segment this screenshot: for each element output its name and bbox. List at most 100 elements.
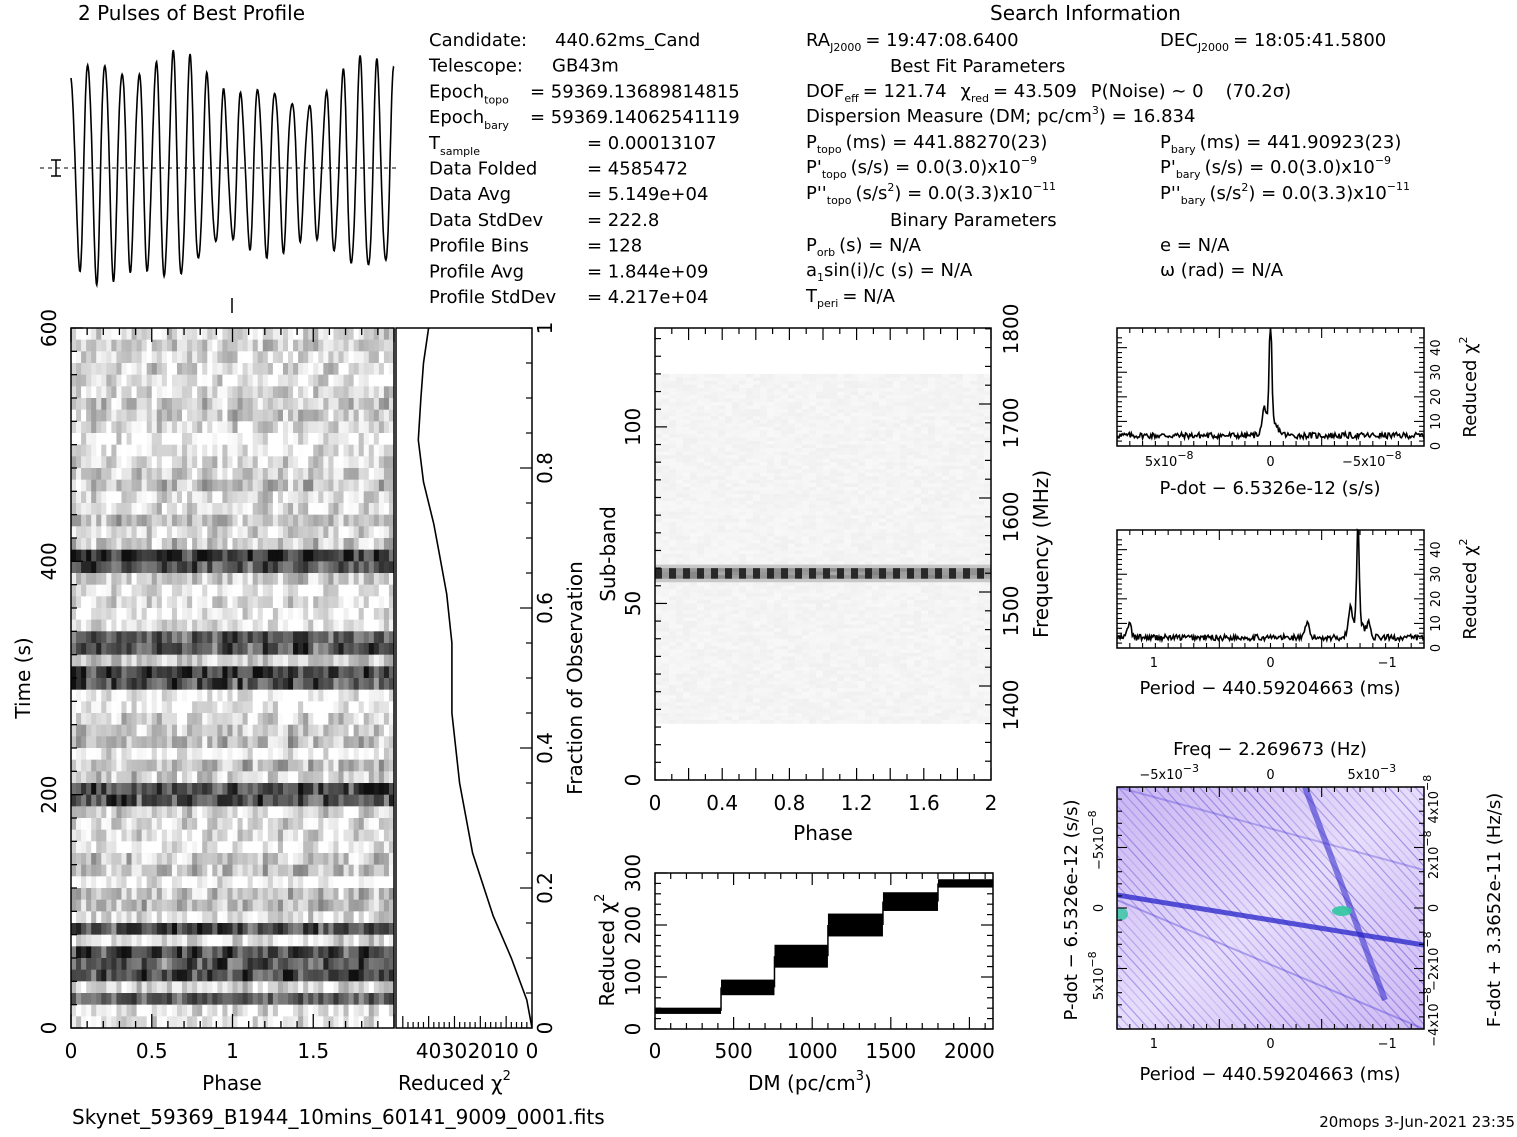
- heatmap-cell: [333, 398, 338, 410]
- heatmap-cell: [349, 596, 354, 608]
- heatmap-cell: [101, 771, 106, 783]
- heatmap-cell: [349, 935, 354, 947]
- heatmap-cell: [167, 771, 172, 783]
- heatmap-cell: [127, 585, 132, 597]
- subband-cell: [928, 392, 935, 396]
- heatmap-cell: [263, 701, 268, 713]
- heatmap-cell: [369, 678, 374, 690]
- heatmap-cell: [172, 538, 177, 550]
- heatmap-cell: [101, 946, 106, 958]
- heatmap-cell: [318, 911, 323, 923]
- heatmap-cell: [152, 456, 157, 468]
- heatmap-cell: [374, 585, 379, 597]
- heatmap-cell: [278, 620, 283, 632]
- heatmap-cell: [127, 713, 132, 725]
- subband-cell: [886, 402, 893, 406]
- heatmap-cell: [142, 561, 147, 573]
- heatmap-cell: [71, 445, 76, 457]
- heatmap-cell: [142, 806, 147, 818]
- heatmap-cell: [288, 503, 293, 515]
- subband-cell: [907, 374, 914, 378]
- heatmap-cell: [142, 771, 147, 783]
- heatmap-cell: [268, 631, 273, 643]
- heatmap-cell: [202, 398, 207, 410]
- heatmap-cell: [207, 363, 212, 375]
- heatmap-cell: [212, 725, 217, 737]
- heatmap-cell: [288, 375, 293, 387]
- heatmap-cell: [212, 655, 217, 667]
- heatmap-cell: [323, 841, 328, 853]
- heatmap-cell: [328, 561, 333, 573]
- subband-cell: [921, 392, 928, 396]
- subband-cell: [781, 374, 788, 378]
- subband-cell: [928, 423, 935, 427]
- heatmap-cell: [121, 783, 126, 795]
- subband-cell: [732, 399, 739, 403]
- subband-cell: [921, 381, 928, 385]
- subband-cell: [690, 406, 697, 410]
- heatmap-cell: [147, 806, 152, 818]
- heatmap-cell: [71, 375, 76, 387]
- heatmap-cell: [202, 713, 207, 725]
- heatmap-cell: [344, 911, 349, 923]
- heatmap-cell: [71, 456, 76, 468]
- heatmap-cell: [253, 491, 258, 503]
- heatmap-cell: [157, 876, 162, 888]
- heatmap-cell: [298, 725, 303, 737]
- heatmap-cell: [359, 608, 364, 620]
- heatmap-cell: [172, 410, 177, 422]
- heatmap-cell: [248, 561, 253, 573]
- subband-cell: [963, 385, 970, 389]
- heatmap-cell: [268, 900, 273, 912]
- heatmap-cell: [268, 666, 273, 678]
- heatmap-cell: [217, 363, 222, 375]
- heatmap-cell: [369, 631, 374, 643]
- heatmap-cell: [167, 725, 172, 737]
- heatmap-cell: [303, 515, 308, 527]
- heatmap-cell: [253, 515, 258, 527]
- heatmap-cell: [162, 421, 167, 433]
- subband-cell: [858, 406, 865, 410]
- heatmap-cell: [384, 993, 389, 1005]
- heatmap-cell: [233, 386, 238, 398]
- heatmap-cell: [253, 538, 258, 550]
- heatmap-cell: [132, 491, 137, 503]
- heatmap-cell: [313, 970, 318, 982]
- heatmap-cell: [162, 480, 167, 492]
- heatmap-cell: [369, 783, 374, 795]
- heatmap-cell: [283, 725, 288, 737]
- heatmap-cell: [233, 830, 238, 842]
- heatmap-cell: [384, 1005, 389, 1017]
- heatmap-cell: [273, 410, 278, 422]
- heatmap-cell: [132, 538, 137, 550]
- heatmap-cell: [293, 351, 298, 363]
- heatmap-cell: [263, 480, 268, 492]
- heatmap-cell: [308, 573, 313, 585]
- heatmap-cell: [338, 690, 343, 702]
- heatmap-cell: [248, 736, 253, 748]
- heatmap-cell: [349, 923, 354, 935]
- heatmap-cell: [182, 515, 187, 527]
- heatmap-cell: [248, 515, 253, 527]
- heatmap-cell: [227, 655, 232, 667]
- heatmap-cell: [157, 410, 162, 422]
- heatmap-cell: [273, 841, 278, 853]
- heatmap-cell: [111, 456, 116, 468]
- heatmap-cell: [338, 830, 343, 842]
- heatmap-cell: [197, 538, 202, 550]
- heatmap-cell: [187, 445, 192, 457]
- heatmap-cell: [162, 701, 167, 713]
- heatmap-cell: [121, 760, 126, 772]
- heatmap-cell: [101, 585, 106, 597]
- heatmap-cell: [152, 410, 157, 422]
- heatmap-cell: [212, 421, 217, 433]
- heatmap-cell: [233, 643, 238, 655]
- heatmap-cell: [137, 946, 142, 958]
- heatmap-cell: [384, 958, 389, 970]
- subband-cell: [774, 381, 781, 385]
- heatmap-cell: [157, 433, 162, 445]
- heatmap-cell: [288, 1005, 293, 1017]
- heatmap-cell: [238, 456, 243, 468]
- heatmap-cell: [238, 596, 243, 608]
- heatmap-cell: [338, 725, 343, 737]
